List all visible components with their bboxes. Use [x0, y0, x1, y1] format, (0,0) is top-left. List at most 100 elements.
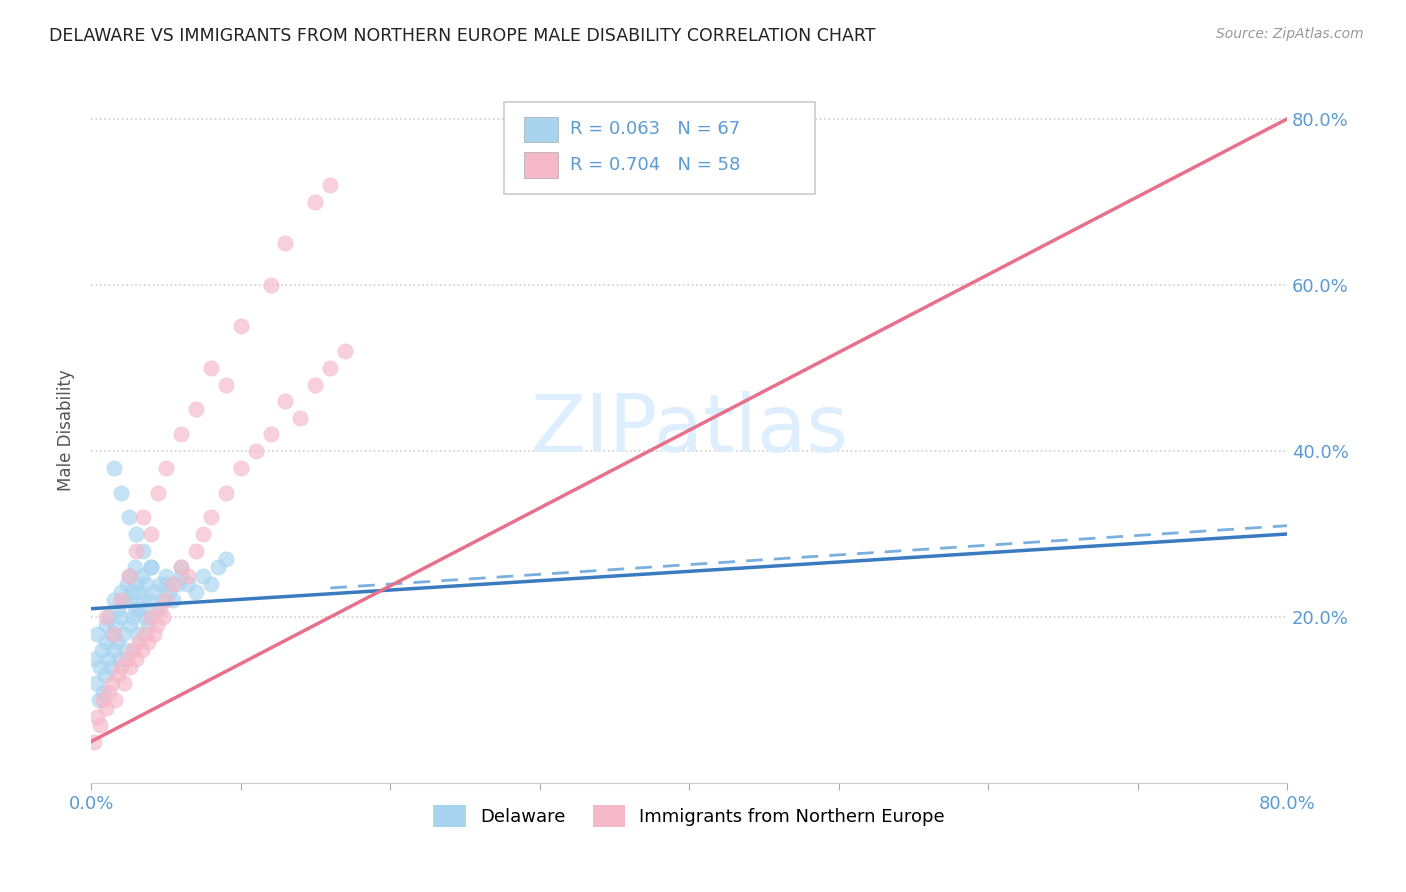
Point [97, 651, 120, 665]
Point [86, 626, 108, 640]
Point [101, 626, 124, 640]
Point [117, 568, 139, 582]
Point [117, 593, 139, 607]
Bar [524, 117, 558, 143]
Text: ZIPatlas: ZIPatlas [530, 392, 848, 469]
Point [304, 377, 326, 392]
Point [146, 618, 169, 632]
Point [136, 635, 159, 649]
Point [335, 344, 357, 359]
Point [94, 610, 117, 624]
Point [125, 527, 148, 541]
Point [103, 593, 125, 607]
Point [200, 510, 222, 524]
Bar [524, 153, 558, 178]
Point [103, 460, 125, 475]
Point [115, 577, 138, 591]
Point [200, 361, 222, 376]
Point [152, 593, 174, 607]
Point [166, 577, 188, 591]
Point [149, 601, 172, 615]
Point [152, 610, 174, 624]
Point [245, 444, 267, 458]
Point [83, 651, 105, 665]
Point [125, 651, 148, 665]
Point [104, 693, 127, 707]
Point [184, 402, 207, 417]
Point [207, 560, 229, 574]
Point [110, 660, 132, 674]
Point [91, 693, 114, 707]
Point [139, 560, 162, 574]
Point [162, 593, 184, 607]
Point [107, 601, 129, 615]
Point [229, 319, 252, 334]
Point [94, 701, 117, 715]
Point [98, 610, 121, 624]
Point [155, 593, 177, 607]
Point [127, 626, 149, 640]
Point [142, 626, 165, 640]
Point [129, 601, 152, 615]
Point [111, 626, 134, 640]
Point [108, 651, 131, 665]
Point [101, 676, 124, 690]
Point [184, 543, 207, 558]
Point [170, 560, 193, 574]
Point [170, 427, 193, 442]
Point [112, 593, 135, 607]
Point [118, 660, 141, 674]
Point [139, 560, 162, 574]
Point [200, 577, 222, 591]
Point [157, 585, 180, 599]
Point [117, 568, 139, 582]
Point [110, 485, 132, 500]
Point [94, 635, 117, 649]
Point [155, 577, 177, 591]
Point [90, 643, 112, 657]
Point [87, 693, 110, 707]
Point [103, 643, 125, 657]
Point [148, 485, 170, 500]
Point [229, 460, 252, 475]
Point [139, 610, 162, 624]
Point [104, 618, 127, 632]
Point [139, 527, 162, 541]
Point [121, 585, 143, 599]
Point [193, 568, 215, 582]
Point [89, 660, 111, 674]
Point [142, 585, 165, 599]
Point [125, 543, 148, 558]
Point [115, 651, 138, 665]
Point [131, 643, 153, 657]
Point [128, 585, 150, 599]
Legend: Delaware, Immigrants from Northern Europe: Delaware, Immigrants from Northern Europ… [426, 797, 952, 834]
Point [122, 643, 145, 657]
Point [122, 610, 145, 624]
Point [155, 568, 177, 582]
Point [110, 593, 132, 607]
Point [110, 610, 132, 624]
Point [193, 527, 215, 541]
Point [134, 610, 156, 624]
Point [112, 676, 135, 690]
Text: R = 0.063   N = 67: R = 0.063 N = 67 [569, 120, 740, 138]
Point [117, 510, 139, 524]
Point [100, 660, 122, 674]
Point [259, 427, 281, 442]
Point [132, 510, 155, 524]
Point [135, 577, 157, 591]
Text: R = 0.704   N = 58: R = 0.704 N = 58 [569, 156, 740, 174]
Point [170, 560, 193, 574]
Point [136, 618, 159, 632]
Point [134, 626, 156, 640]
Point [84, 676, 107, 690]
Point [125, 577, 148, 591]
Point [125, 601, 148, 615]
Point [124, 560, 146, 574]
Y-axis label: Male Disability: Male Disability [58, 369, 75, 491]
Point [94, 618, 117, 632]
Point [274, 236, 297, 251]
Text: DELAWARE VS IMMIGRANTS FROM NORTHERN EUROPE MALE DISABILITY CORRELATION CHART: DELAWARE VS IMMIGRANTS FROM NORTHERN EUR… [49, 27, 876, 45]
Point [274, 394, 297, 409]
